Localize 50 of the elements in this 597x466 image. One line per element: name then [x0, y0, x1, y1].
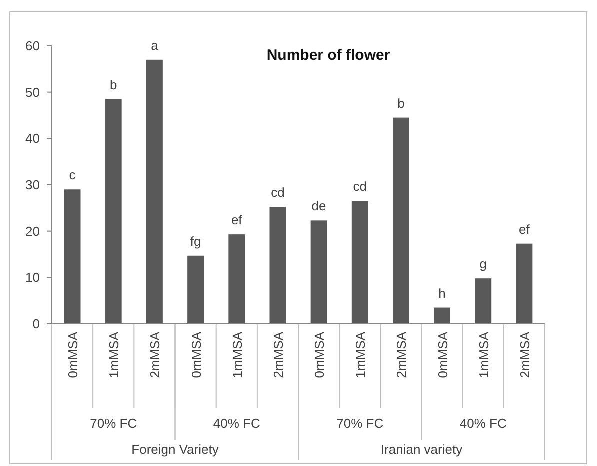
text: Foreign Variety — [132, 442, 220, 457]
y-tick-label: 0 — [32, 316, 40, 332]
bar — [270, 207, 286, 324]
data-label: b — [398, 96, 405, 111]
chart-title: Number of flower — [266, 47, 390, 64]
x-tick-label: 1mMSA — [476, 332, 492, 378]
data-label: de — [312, 198, 326, 214]
data-label: cd — [271, 185, 285, 200]
x-tick-label: 0mMSA — [435, 332, 450, 378]
x-tick-label: 1mMSA — [106, 332, 122, 378]
y-tick-label: 40 — [26, 131, 40, 146]
bar — [392, 118, 410, 324]
text: 40% FC — [213, 416, 260, 431]
y-tick-label: 50 — [26, 84, 40, 100]
x-tick-label: 2mMSA — [148, 332, 163, 378]
data-label: b — [110, 77, 118, 92]
bar — [434, 308, 451, 324]
y-tick-label: 60 — [26, 38, 40, 54]
y-tick-label: 10 — [26, 270, 40, 286]
bar — [188, 256, 204, 324]
x-tick-label: 2mMSA — [270, 332, 286, 378]
x-tick-label: 0mMSA — [312, 332, 328, 378]
bar — [146, 60, 163, 324]
y-tick-label: 30 — [26, 178, 40, 193]
bar — [352, 201, 368, 324]
x-tick-label: 1mMSA — [230, 332, 245, 378]
x-tick-label: 0mMSA — [188, 332, 204, 378]
data-label: cd — [353, 179, 367, 194]
text: 70% FC — [90, 416, 138, 431]
text: 70% FC — [336, 416, 384, 431]
bar — [105, 99, 122, 324]
x-tick-label: 1mMSA — [353, 332, 368, 378]
x-tick-label: 2mMSA — [517, 332, 532, 378]
data-label: fg — [190, 234, 202, 249]
data-label: ef — [231, 212, 243, 228]
text: Iranian variety — [380, 442, 464, 457]
bar — [64, 190, 81, 324]
bar — [516, 244, 533, 324]
bar — [310, 220, 328, 324]
data-label: c — [69, 168, 76, 183]
y-tick-label: 20 — [26, 224, 40, 239]
data-label: ef — [519, 222, 530, 237]
bar — [475, 278, 492, 324]
data-label: h — [438, 286, 446, 301]
data-label: a — [151, 38, 160, 53]
text: 40% FC — [460, 416, 507, 431]
bar — [228, 234, 246, 324]
data-label: g — [480, 256, 487, 272]
x-tick-label: 2mMSA — [394, 332, 410, 378]
x-tick-label: 0mMSA — [66, 332, 81, 378]
